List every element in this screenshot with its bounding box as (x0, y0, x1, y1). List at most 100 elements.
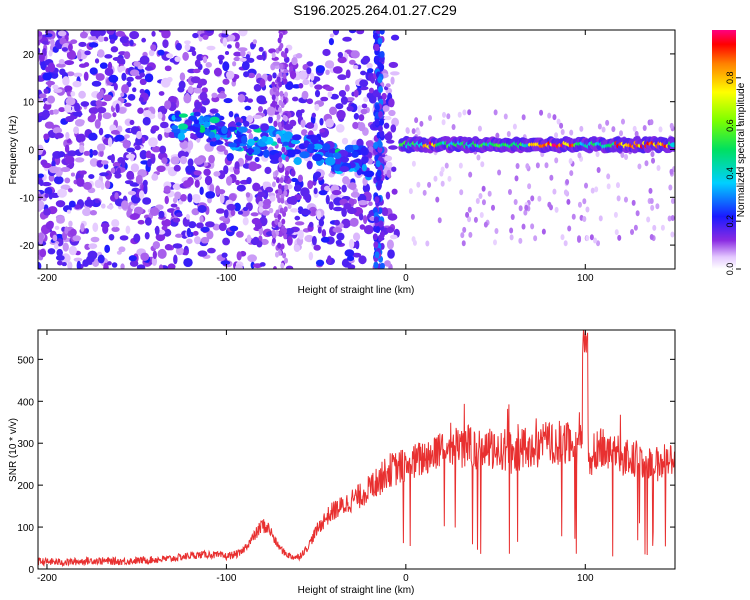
spectral-blob (88, 132, 98, 141)
spectral-blob (348, 238, 355, 249)
spectral-blob (72, 235, 82, 242)
spectral-blob (64, 144, 70, 153)
spectral-blob (120, 263, 125, 269)
spectral-blob (268, 48, 277, 54)
spectral-blob (206, 230, 214, 240)
spectral-blob (258, 206, 264, 213)
spectral-blob (614, 229, 619, 236)
spectral-blob (566, 198, 571, 205)
spectral-blob (247, 138, 255, 147)
spectral-blob (151, 30, 156, 37)
spectral-blob (152, 241, 161, 250)
spectral-blob (211, 137, 217, 142)
spectral-blob (247, 72, 256, 79)
spectral-blob (130, 153, 135, 162)
spectral-blob (275, 90, 280, 97)
spectral-blob (170, 203, 178, 208)
spectral-blob (390, 76, 395, 85)
spectral-blob (348, 59, 356, 65)
spectral-blob (183, 93, 192, 104)
spectral-blob (281, 218, 286, 225)
spectral-blob (290, 208, 299, 213)
spectral-blob (306, 61, 314, 67)
spectral-blob (367, 68, 374, 74)
spectral-blob (99, 88, 104, 99)
spectral-blob (224, 50, 230, 56)
spectral-blob (615, 182, 620, 189)
spectral-blob (205, 191, 216, 199)
spectral-blob (379, 30, 385, 35)
spectral-blob (506, 131, 511, 138)
spectral-blob (347, 255, 355, 262)
spectral-blob (584, 182, 589, 189)
spectral-blob (571, 213, 576, 220)
spectral-blob (56, 260, 63, 266)
spectral-blob (138, 97, 144, 102)
spectral-blob (290, 139, 301, 145)
spectral-blob (667, 215, 672, 222)
spectral-blob (242, 206, 249, 212)
spectral-blob (74, 102, 81, 112)
spectral-blob (312, 143, 323, 150)
spectral-blob (377, 125, 383, 133)
spectral-blob (263, 198, 272, 206)
spectral-blob (45, 221, 54, 230)
spectral-blob (320, 96, 329, 102)
spectral-blob (150, 44, 157, 51)
spectral-blob (582, 216, 587, 223)
spectral-blob (513, 198, 518, 205)
spectral-blob (64, 60, 75, 66)
spectral-blob (248, 161, 258, 172)
spectral-blob (117, 58, 126, 65)
spectral-blob (186, 238, 193, 244)
spectral-blob (115, 103, 120, 114)
spectral-blob (480, 161, 485, 168)
spectral-blob (332, 66, 343, 74)
spectral-blob (82, 259, 90, 267)
spectral-blob (596, 240, 601, 247)
spectral-blob (237, 93, 246, 103)
spectral-blob (174, 56, 181, 62)
spectral-blob (41, 40, 49, 45)
spectral-blob (539, 109, 544, 116)
spectral-blob (99, 62, 108, 69)
spectral-blob (62, 242, 69, 252)
spectral-blob (248, 124, 260, 130)
spectral-blob (226, 203, 236, 211)
spectral-blob (596, 167, 601, 174)
spectral-blob (78, 90, 86, 99)
spectral-blob (140, 160, 149, 165)
spectral-blob (343, 202, 352, 210)
spectral-blob (338, 89, 347, 97)
spectral-blob (65, 155, 75, 165)
spectral-blob (308, 222, 314, 228)
spectral-blob (61, 47, 68, 52)
spectral-blob (559, 122, 564, 129)
spectral-blob (286, 235, 293, 246)
spectral-blob (547, 201, 552, 208)
spectral-blob (272, 265, 277, 269)
spectral-blob (306, 122, 315, 129)
spectral-blob (597, 123, 602, 130)
spectral-blob (385, 83, 391, 88)
spectral-blob (442, 111, 447, 118)
spectral-blob (613, 211, 618, 218)
spectral-blob (383, 122, 390, 129)
spectral-blob (360, 108, 368, 115)
spectral-blob (162, 39, 169, 49)
spectral-blob (437, 217, 442, 224)
spectral-blob (144, 66, 153, 71)
spectral-blob (291, 96, 299, 102)
spectral-blob (577, 152, 582, 159)
spectral-blob (670, 214, 675, 221)
spectral-blob (623, 196, 628, 203)
spectral-blob (324, 156, 336, 166)
spectral-blob (368, 201, 373, 206)
spectral-blob (336, 232, 345, 241)
spectral-blob (649, 119, 654, 126)
spectral-blob (52, 109, 59, 115)
x-tick-label: 0 (403, 273, 409, 284)
snr-x-label: Height of straight line (km) (298, 585, 415, 596)
spectral-blob (416, 129, 421, 136)
